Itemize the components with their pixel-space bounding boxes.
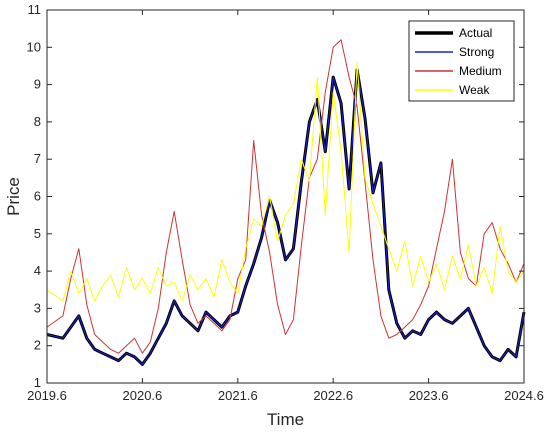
- y-tick-label: 9: [34, 77, 41, 92]
- x-tick-label: 2023.6: [409, 388, 449, 403]
- y-tick-label: 8: [34, 114, 41, 129]
- series-line-strong: [46, 69, 525, 365]
- y-tick-label: 3: [34, 300, 41, 315]
- y-tick-label: 2: [34, 338, 41, 353]
- x-tick-label: 2022.6: [313, 388, 353, 403]
- series-line-weak: [46, 61, 525, 302]
- y-axis-title: Price: [4, 177, 23, 216]
- legend-label-weak: Weak: [459, 83, 490, 97]
- series-line-medium: [46, 39, 525, 354]
- x-tick-label: 2020.6: [123, 388, 163, 403]
- y-tick-label: 10: [27, 39, 41, 54]
- x-axis-title: Time: [267, 410, 304, 429]
- legend-label-actual: Actual: [459, 26, 492, 40]
- legend-label-strong: Strong: [459, 45, 494, 59]
- y-tick-label: 1: [34, 375, 41, 390]
- y-tick-label: 5: [34, 226, 41, 241]
- x-tick-label: 2021.6: [218, 388, 258, 403]
- x-tick-label: 2024.6: [504, 388, 544, 403]
- y-tick-label: 6: [34, 189, 41, 204]
- y-tick-label: 4: [34, 263, 41, 278]
- legend-label-medium: Medium: [459, 64, 502, 78]
- y-tick-label: 11: [28, 2, 42, 17]
- x-tick-label: 2019.6: [27, 388, 67, 403]
- y-tick-label: 7: [34, 151, 41, 166]
